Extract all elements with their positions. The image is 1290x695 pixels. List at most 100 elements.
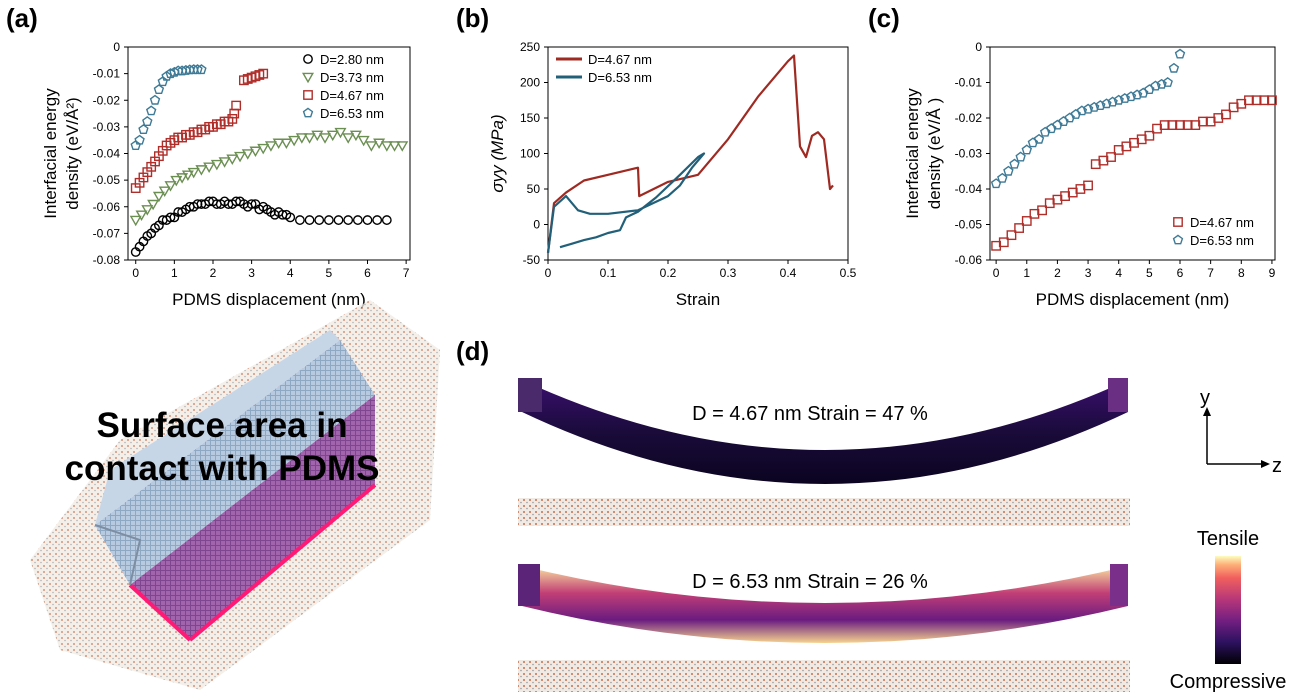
data-point <box>352 215 363 225</box>
y-tick-label: 50 <box>527 182 541 196</box>
x-axis-label: PDMS displacement (nm) <box>172 290 366 309</box>
legend-marker <box>303 90 313 100</box>
data-point <box>258 68 269 79</box>
data-point <box>380 141 393 152</box>
x-tick-label: 0.3 <box>720 266 737 280</box>
x-tick-label: 2 <box>210 266 217 280</box>
data-point <box>1144 84 1155 95</box>
chart-b: 0 0.1 0.2 0.3 0.4 0.5 -50 0 50 100 150 200 250 Strain… <box>488 40 857 309</box>
data-point <box>181 170 194 182</box>
rendering-title-line1: Surface area in <box>97 406 348 445</box>
y-tick-label: -0.04 <box>955 182 983 196</box>
y-tick-label: -0.05 <box>93 173 121 187</box>
data-point <box>1107 96 1118 107</box>
data-point <box>1198 116 1208 127</box>
data-point <box>326 130 339 142</box>
data-point <box>365 141 378 152</box>
beam-clamp-left-1 <box>518 378 542 412</box>
legend-label: D=2.80 nm <box>320 52 384 67</box>
data-point <box>138 124 149 135</box>
y-axis-label-line: Interfacial energy <box>903 88 922 219</box>
data-point <box>195 165 208 176</box>
data-point <box>323 215 334 225</box>
data-point <box>319 133 332 144</box>
data-point <box>1125 91 1137 102</box>
data-point <box>249 146 262 158</box>
colorbar-tensile-label: Tensile <box>1197 528 1259 550</box>
y-axis-label-line: density (eV/Å ) <box>925 98 944 210</box>
y-tick-label: -0.07 <box>93 226 121 240</box>
y-tick-label: -50 <box>523 253 541 267</box>
x-tick-label: 3 <box>1085 266 1092 280</box>
legend-marker <box>1172 234 1184 245</box>
data-point <box>349 130 362 142</box>
data-point <box>1259 95 1270 106</box>
data-point <box>1101 98 1112 109</box>
y-tick-label: -0.03 <box>955 147 983 161</box>
chart-a: 0 1 2 3 4 5 6 7 0 -0.01 -0.02 -0.03 -0.04 -0.05 -0.06 -… <box>41 40 411 309</box>
data-point <box>1144 130 1155 141</box>
colorbar-compressive-label: Compressive <box>1170 671 1287 693</box>
data-point <box>334 127 347 139</box>
data-point <box>1039 126 1051 137</box>
x-tick-label: 4 <box>1115 266 1122 280</box>
x-tick-label: 4 <box>287 266 294 280</box>
data-point <box>231 100 242 111</box>
data-point <box>1083 180 1093 191</box>
x-tick-label: 9 <box>1269 266 1276 280</box>
data-point <box>1113 94 1124 105</box>
data-point <box>1106 152 1116 162</box>
data-point <box>165 212 176 223</box>
legend-label: D=6.53 nm <box>588 70 652 85</box>
data-point <box>1021 144 1033 155</box>
data-point <box>333 215 344 225</box>
block-contact-face <box>130 395 375 640</box>
data-point <box>257 143 270 155</box>
y-tick-label: -0.06 <box>93 200 121 214</box>
data-point <box>134 134 145 145</box>
data-point <box>145 105 157 116</box>
data-point <box>1182 120 1193 131</box>
x-tick-label: 0 <box>132 266 139 280</box>
data-point <box>1267 95 1277 106</box>
block-top-face <box>95 330 340 525</box>
y-tick-label: -0.06 <box>955 253 983 267</box>
x-tick-label: 7 <box>403 266 410 280</box>
x-tick-label: 7 <box>1207 266 1214 280</box>
y-axis-label-line: density (eV/Å²) <box>63 97 82 209</box>
data-point <box>149 94 161 105</box>
data-point <box>210 159 223 171</box>
data-point <box>1131 89 1143 100</box>
data-point <box>264 141 277 152</box>
y-tick-label: -0.05 <box>955 218 983 232</box>
data-point <box>226 154 239 166</box>
data-point <box>241 149 254 160</box>
x-tick-label: 6 <box>1177 266 1184 280</box>
data-point <box>285 212 296 223</box>
data-point <box>372 215 383 225</box>
data-point <box>1162 77 1173 87</box>
data-point <box>153 84 165 95</box>
data-point <box>1037 205 1047 216</box>
x-tick-label: 5 <box>326 266 333 280</box>
data-point <box>1070 108 1082 119</box>
y-tick-label: -0.03 <box>93 120 121 134</box>
data-point <box>187 167 200 179</box>
data-point <box>147 199 160 211</box>
y-tick-label: -0.08 <box>93 253 121 267</box>
data-point <box>1064 112 1075 123</box>
data-point <box>314 215 325 225</box>
data-point <box>295 215 305 225</box>
legend-label: D=4.67 nm <box>588 52 652 67</box>
data-point <box>246 199 257 209</box>
y-tick-label: 0 <box>113 40 120 54</box>
data-point <box>1150 80 1161 91</box>
y-tick-label: 0 <box>975 40 982 54</box>
data-point <box>152 191 165 203</box>
x-tick-label: 0.4 <box>780 266 797 280</box>
x-tick-label: 0.5 <box>840 266 857 280</box>
beam-clamp-right-2 <box>1110 564 1128 606</box>
legend-label: D=6.53 nm <box>320 106 384 121</box>
data-point <box>1174 48 1186 59</box>
y-tick-label: 0 <box>533 218 540 232</box>
